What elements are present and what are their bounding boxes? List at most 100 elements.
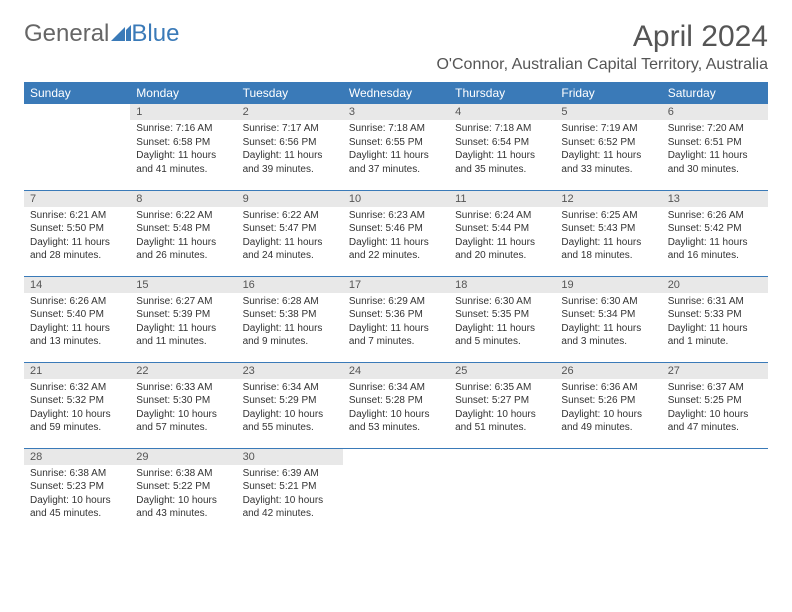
logo-text-blue: Blue: [109, 20, 179, 48]
day-body: Sunrise: 6:35 AMSunset: 5:27 PMDaylight:…: [449, 379, 555, 439]
day-number: 7: [24, 191, 130, 207]
day-number: 19: [555, 277, 661, 293]
day-body: Sunrise: 6:25 AMSunset: 5:43 PMDaylight:…: [555, 207, 661, 267]
calendar-week: 1Sunrise: 7:16 AMSunset: 6:58 PMDaylight…: [24, 104, 768, 190]
calendar-cell: 15Sunrise: 6:27 AMSunset: 5:39 PMDayligh…: [130, 276, 236, 362]
day-body: Sunrise: 6:27 AMSunset: 5:39 PMDaylight:…: [130, 293, 236, 353]
calendar-cell: 11Sunrise: 6:24 AMSunset: 5:44 PMDayligh…: [449, 190, 555, 276]
day-number: 9: [237, 191, 343, 207]
weekday-header: Tuesday: [237, 82, 343, 104]
weekday-header: Thursday: [449, 82, 555, 104]
day-body: Sunrise: 6:22 AMSunset: 5:48 PMDaylight:…: [130, 207, 236, 267]
day-body: Sunrise: 7:18 AMSunset: 6:55 PMDaylight:…: [343, 120, 449, 180]
calendar-cell: 22Sunrise: 6:33 AMSunset: 5:30 PMDayligh…: [130, 362, 236, 448]
calendar-head: SundayMondayTuesdayWednesdayThursdayFrid…: [24, 82, 768, 104]
calendar-cell: 16Sunrise: 6:28 AMSunset: 5:38 PMDayligh…: [237, 276, 343, 362]
logo: General Blue: [24, 20, 179, 48]
day-number: 29: [130, 449, 236, 465]
header: General Blue April 2024 O'Connor, Austra…: [24, 20, 768, 74]
day-number: 18: [449, 277, 555, 293]
day-body: Sunrise: 6:21 AMSunset: 5:50 PMDaylight:…: [24, 207, 130, 267]
day-number: 2: [237, 104, 343, 120]
day-body: Sunrise: 6:36 AMSunset: 5:26 PMDaylight:…: [555, 379, 661, 439]
day-body: Sunrise: 6:30 AMSunset: 5:35 PMDaylight:…: [449, 293, 555, 353]
calendar-cell: 7Sunrise: 6:21 AMSunset: 5:50 PMDaylight…: [24, 190, 130, 276]
day-body: Sunrise: 7:20 AMSunset: 6:51 PMDaylight:…: [662, 120, 768, 180]
weekday-header: Friday: [555, 82, 661, 104]
weekday-header: Sunday: [24, 82, 130, 104]
day-body: Sunrise: 7:19 AMSunset: 6:52 PMDaylight:…: [555, 120, 661, 180]
calendar-cell: 30Sunrise: 6:39 AMSunset: 5:21 PMDayligh…: [237, 448, 343, 534]
calendar-week: 14Sunrise: 6:26 AMSunset: 5:40 PMDayligh…: [24, 276, 768, 362]
calendar-cell: [343, 448, 449, 534]
day-body: Sunrise: 6:38 AMSunset: 5:23 PMDaylight:…: [24, 465, 130, 525]
day-number: 17: [343, 277, 449, 293]
calendar-cell: 23Sunrise: 6:34 AMSunset: 5:29 PMDayligh…: [237, 362, 343, 448]
calendar-week: 28Sunrise: 6:38 AMSunset: 5:23 PMDayligh…: [24, 448, 768, 534]
day-body: Sunrise: 6:34 AMSunset: 5:29 PMDaylight:…: [237, 379, 343, 439]
weekday-header: Saturday: [662, 82, 768, 104]
day-body: Sunrise: 7:16 AMSunset: 6:58 PMDaylight:…: [130, 120, 236, 180]
day-body: Sunrise: 6:34 AMSunset: 5:28 PMDaylight:…: [343, 379, 449, 439]
day-number: 21: [24, 363, 130, 379]
day-number: 13: [662, 191, 768, 207]
calendar-cell: 8Sunrise: 6:22 AMSunset: 5:48 PMDaylight…: [130, 190, 236, 276]
calendar-cell: 20Sunrise: 6:31 AMSunset: 5:33 PMDayligh…: [662, 276, 768, 362]
day-number: 10: [343, 191, 449, 207]
day-body: Sunrise: 6:24 AMSunset: 5:44 PMDaylight:…: [449, 207, 555, 267]
calendar-cell: 21Sunrise: 6:32 AMSunset: 5:32 PMDayligh…: [24, 362, 130, 448]
day-number: 28: [24, 449, 130, 465]
calendar-cell: 1Sunrise: 7:16 AMSunset: 6:58 PMDaylight…: [130, 104, 236, 190]
day-body: Sunrise: 6:26 AMSunset: 5:42 PMDaylight:…: [662, 207, 768, 267]
location: O'Connor, Australian Capital Territory, …: [436, 56, 768, 74]
day-number: 5: [555, 104, 661, 120]
calendar-cell: 3Sunrise: 7:18 AMSunset: 6:55 PMDaylight…: [343, 104, 449, 190]
day-number: 30: [237, 449, 343, 465]
day-number: 25: [449, 363, 555, 379]
calendar-cell: 27Sunrise: 6:37 AMSunset: 5:25 PMDayligh…: [662, 362, 768, 448]
calendar-cell: 25Sunrise: 6:35 AMSunset: 5:27 PMDayligh…: [449, 362, 555, 448]
day-number: 12: [555, 191, 661, 207]
day-body: Sunrise: 7:17 AMSunset: 6:56 PMDaylight:…: [237, 120, 343, 180]
calendar-cell: 19Sunrise: 6:30 AMSunset: 5:34 PMDayligh…: [555, 276, 661, 362]
calendar-week: 21Sunrise: 6:32 AMSunset: 5:32 PMDayligh…: [24, 362, 768, 448]
day-body: Sunrise: 6:37 AMSunset: 5:25 PMDaylight:…: [662, 379, 768, 439]
calendar-cell: 17Sunrise: 6:29 AMSunset: 5:36 PMDayligh…: [343, 276, 449, 362]
day-body: Sunrise: 6:30 AMSunset: 5:34 PMDaylight:…: [555, 293, 661, 353]
day-number: 23: [237, 363, 343, 379]
day-number: 8: [130, 191, 236, 207]
month-title: April 2024: [436, 20, 768, 54]
day-body: Sunrise: 6:32 AMSunset: 5:32 PMDaylight:…: [24, 379, 130, 439]
day-number: 4: [449, 104, 555, 120]
day-body: Sunrise: 6:26 AMSunset: 5:40 PMDaylight:…: [24, 293, 130, 353]
day-number: 3: [343, 104, 449, 120]
day-number: 16: [237, 277, 343, 293]
calendar-cell: 13Sunrise: 6:26 AMSunset: 5:42 PMDayligh…: [662, 190, 768, 276]
calendar-cell: 10Sunrise: 6:23 AMSunset: 5:46 PMDayligh…: [343, 190, 449, 276]
day-number: 14: [24, 277, 130, 293]
day-number: 11: [449, 191, 555, 207]
day-number: 6: [662, 104, 768, 120]
calendar-cell: 18Sunrise: 6:30 AMSunset: 5:35 PMDayligh…: [449, 276, 555, 362]
day-number: 20: [662, 277, 768, 293]
weekday-header: Monday: [130, 82, 236, 104]
day-body: Sunrise: 7:18 AMSunset: 6:54 PMDaylight:…: [449, 120, 555, 180]
day-body: Sunrise: 6:28 AMSunset: 5:38 PMDaylight:…: [237, 293, 343, 353]
logo-blue-text: Blue: [131, 20, 179, 48]
calendar-cell: [449, 448, 555, 534]
calendar-cell: [24, 104, 130, 190]
calendar-cell: 6Sunrise: 7:20 AMSunset: 6:51 PMDaylight…: [662, 104, 768, 190]
calendar-cell: 26Sunrise: 6:36 AMSunset: 5:26 PMDayligh…: [555, 362, 661, 448]
day-number: 22: [130, 363, 236, 379]
calendar-cell: 12Sunrise: 6:25 AMSunset: 5:43 PMDayligh…: [555, 190, 661, 276]
calendar-table: SundayMondayTuesdayWednesdayThursdayFrid…: [24, 82, 768, 534]
calendar-cell: 9Sunrise: 6:22 AMSunset: 5:47 PMDaylight…: [237, 190, 343, 276]
day-body: Sunrise: 6:22 AMSunset: 5:47 PMDaylight:…: [237, 207, 343, 267]
calendar-cell: 28Sunrise: 6:38 AMSunset: 5:23 PMDayligh…: [24, 448, 130, 534]
day-body: Sunrise: 6:39 AMSunset: 5:21 PMDaylight:…: [237, 465, 343, 525]
day-body: Sunrise: 6:29 AMSunset: 5:36 PMDaylight:…: [343, 293, 449, 353]
day-body: Sunrise: 6:23 AMSunset: 5:46 PMDaylight:…: [343, 207, 449, 267]
logo-text-general: General: [24, 20, 109, 48]
day-number: 27: [662, 363, 768, 379]
calendar-cell: 4Sunrise: 7:18 AMSunset: 6:54 PMDaylight…: [449, 104, 555, 190]
